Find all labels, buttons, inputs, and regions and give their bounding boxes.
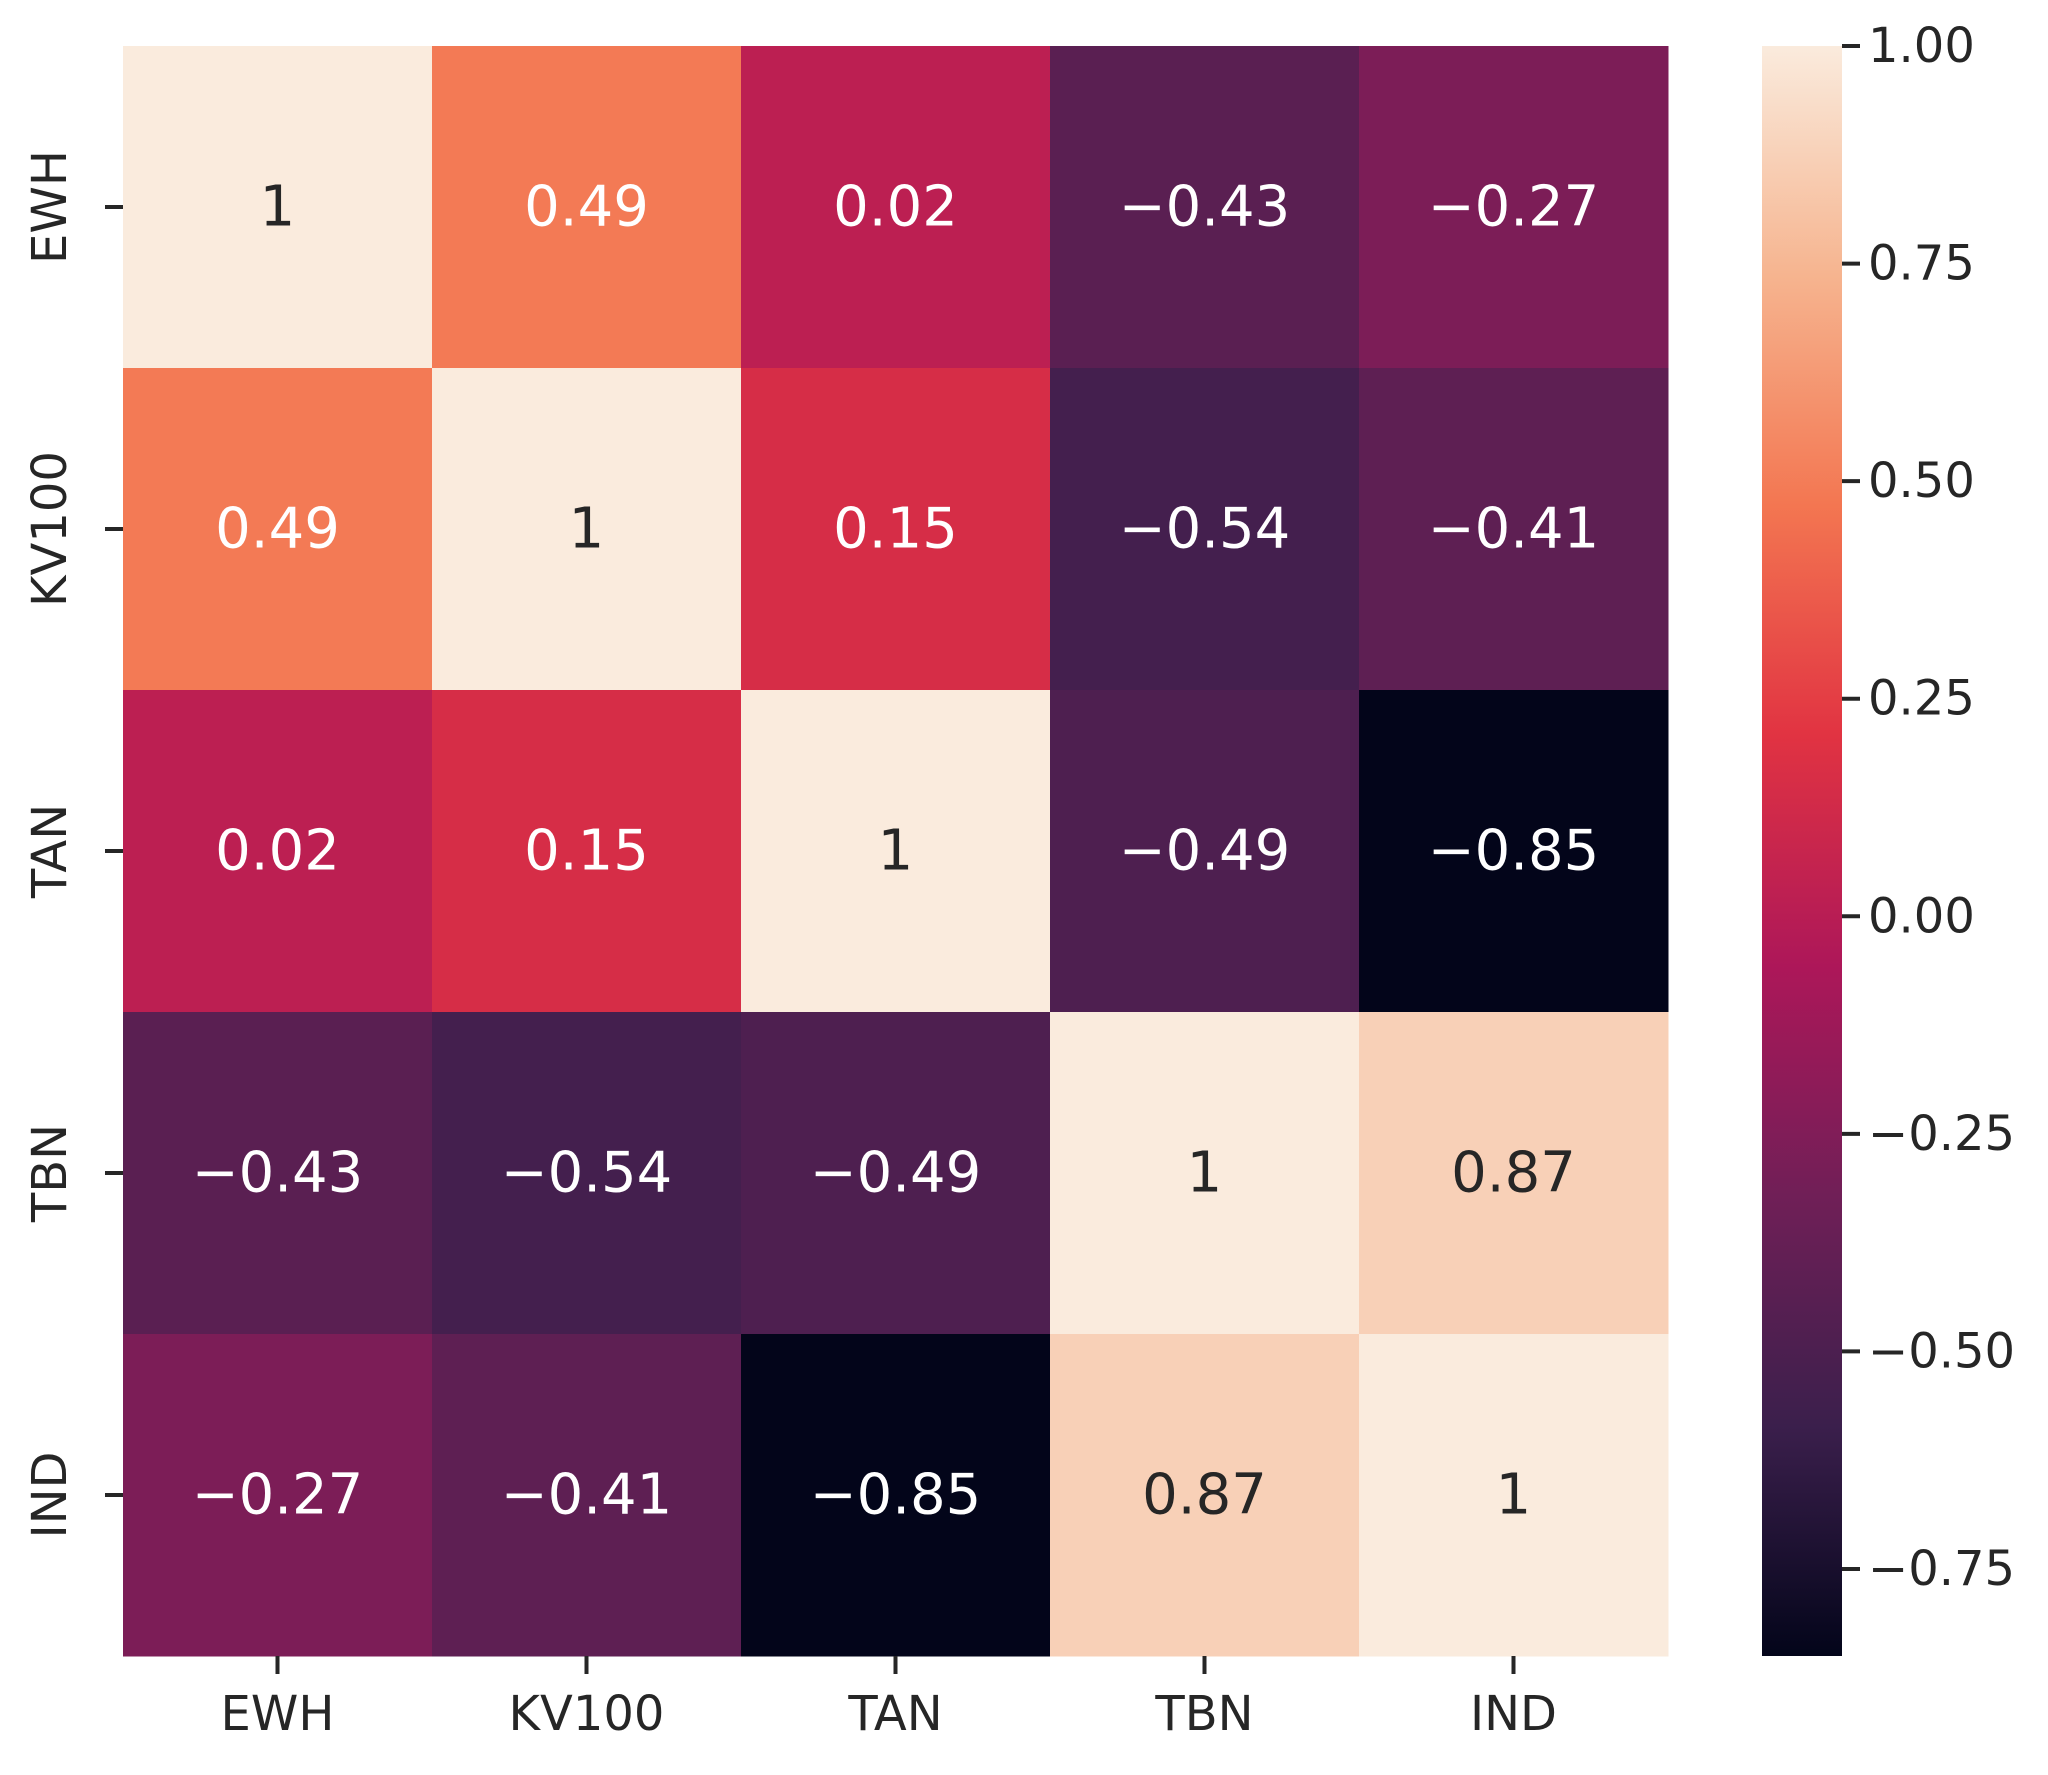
cell-label-ewh-ind: −0.27	[1428, 175, 1600, 240]
heatmap-cell-ewh-ind	[1359, 46, 1669, 369]
y-tick-label-tbn: TBN	[22, 1124, 78, 1223]
heatmap-cell-tan-ewh	[123, 690, 433, 1013]
heatmap-cell-kv100-kv100	[432, 368, 742, 691]
x-tick-label-ewh: EWH	[221, 1686, 335, 1742]
cell-label-ind-ind: 1	[1496, 1463, 1532, 1528]
heatmap-cell-ind-tbn	[1050, 1334, 1360, 1657]
heatmap-cell-ind-ind	[1359, 1334, 1669, 1657]
heatmap-cell-tan-tan	[741, 690, 1051, 1013]
x-tick-label-tbn: TBN	[1154, 1686, 1253, 1742]
y-tick-label-kv100: KV100	[22, 451, 78, 607]
heatmap-cell-tan-kv100	[432, 690, 742, 1013]
heatmap-cell-tbn-kv100	[432, 1012, 742, 1335]
cell-label-kv100-tbn: −0.54	[1119, 497, 1291, 562]
x-tick-label-ind: IND	[1470, 1686, 1557, 1742]
heatmap-cell-tbn-tbn	[1050, 1012, 1360, 1335]
cell-label-ind-kv100: −0.41	[501, 1463, 673, 1528]
heatmap-cell-ewh-tan	[741, 46, 1051, 369]
cell-label-tbn-ewh: −0.43	[192, 1141, 364, 1206]
heatmap-cell-ewh-ewh	[123, 46, 433, 369]
cell-label-ewh-tbn: −0.43	[1119, 175, 1291, 240]
x-axis: EWH KV100 TAN TBN IND	[221, 1656, 1557, 1742]
cell-label-kv100-ind: −0.41	[1428, 497, 1600, 562]
cell-label-kv100-tan: 0.15	[833, 497, 958, 562]
cell-label-tbn-kv100: −0.54	[501, 1141, 673, 1206]
heatmap-cell-tbn-tan	[741, 1012, 1051, 1335]
heatmap-cell-tbn-ewh	[123, 1012, 433, 1335]
colorbar-tick-label: −0.75	[1868, 1541, 2015, 1597]
heatmap-cell-tan-tbn	[1050, 690, 1360, 1013]
cell-label-ind-ewh: −0.27	[192, 1463, 364, 1528]
cell-label-tbn-ind: 0.87	[1451, 1141, 1576, 1206]
heatmap-cell-ind-kv100	[432, 1334, 742, 1657]
y-tick-label-ind: IND	[22, 1451, 78, 1538]
colorbar-tick-label: 0.50	[1868, 453, 1975, 509]
cell-label-tan-tbn: −0.49	[1119, 819, 1291, 884]
cell-label-kv100-kv100: 1	[569, 497, 605, 562]
heatmap-cells: 1 0.49 0.02 −0.43 −0.27 0.49 1 0.15 −0.54 −0.41 0.…	[123, 46, 1669, 1657]
heatmap-cell-ewh-kv100	[432, 46, 742, 369]
colorbar-tick-label: −0.50	[1868, 1323, 2015, 1379]
y-tick-label-ewh: EWH	[22, 150, 78, 264]
heatmap-cell-ind-tan	[741, 1334, 1051, 1657]
colorbar-tick-label: −0.25	[1868, 1106, 2015, 1162]
cell-label-ind-tan: −0.85	[810, 1463, 982, 1528]
cell-label-tbn-tbn: 1	[1187, 1141, 1223, 1206]
colorbar-tick-label: 0.00	[1868, 888, 1975, 944]
heatmap-cell-kv100-ind	[1359, 368, 1669, 691]
cell-label-tan-kv100: 0.15	[524, 819, 649, 884]
colorbar-gradient	[1762, 46, 1842, 1656]
x-tick-label-kv100: KV100	[509, 1686, 665, 1742]
colorbar-tick-label: 1.00	[1868, 18, 1975, 74]
cell-label-tbn-tan: −0.49	[810, 1141, 982, 1206]
colorbar-tick-label: 0.25	[1868, 671, 1975, 727]
heatmap-cell-kv100-ewh	[123, 368, 433, 691]
y-axis: EWH KV100 TAN TBN IND	[22, 150, 123, 1539]
cell-label-ewh-ewh: 1	[260, 175, 296, 240]
cell-label-tan-tan: 1	[878, 819, 914, 884]
cell-label-kv100-ewh: 0.49	[215, 497, 340, 562]
heatmap-cell-tbn-ind	[1359, 1012, 1669, 1335]
cell-label-ewh-tan: 0.02	[833, 175, 958, 240]
heatmap-cell-tan-ind	[1359, 690, 1669, 1013]
colorbar-tick-label: 0.75	[1868, 236, 1975, 292]
cell-label-ind-tbn: 0.87	[1142, 1463, 1267, 1528]
cell-label-ewh-kv100: 0.49	[524, 175, 649, 240]
heatmap-cell-ewh-tbn	[1050, 46, 1360, 369]
heatmap-cell-kv100-tan	[741, 368, 1051, 691]
y-tick-label-tan: TAN	[22, 804, 78, 899]
heatmap-cell-kv100-tbn	[1050, 368, 1360, 691]
cell-label-tan-ewh: 0.02	[215, 819, 340, 884]
colorbar: 1.00 0.75 0.50 0.25 0.00 −0.25 −0.50 −0.75	[1762, 18, 2015, 1656]
x-tick-label-tan: TAN	[847, 1686, 942, 1742]
cell-label-tan-ind: −0.85	[1428, 819, 1600, 884]
heatmap-cell-ind-ewh	[123, 1334, 433, 1657]
